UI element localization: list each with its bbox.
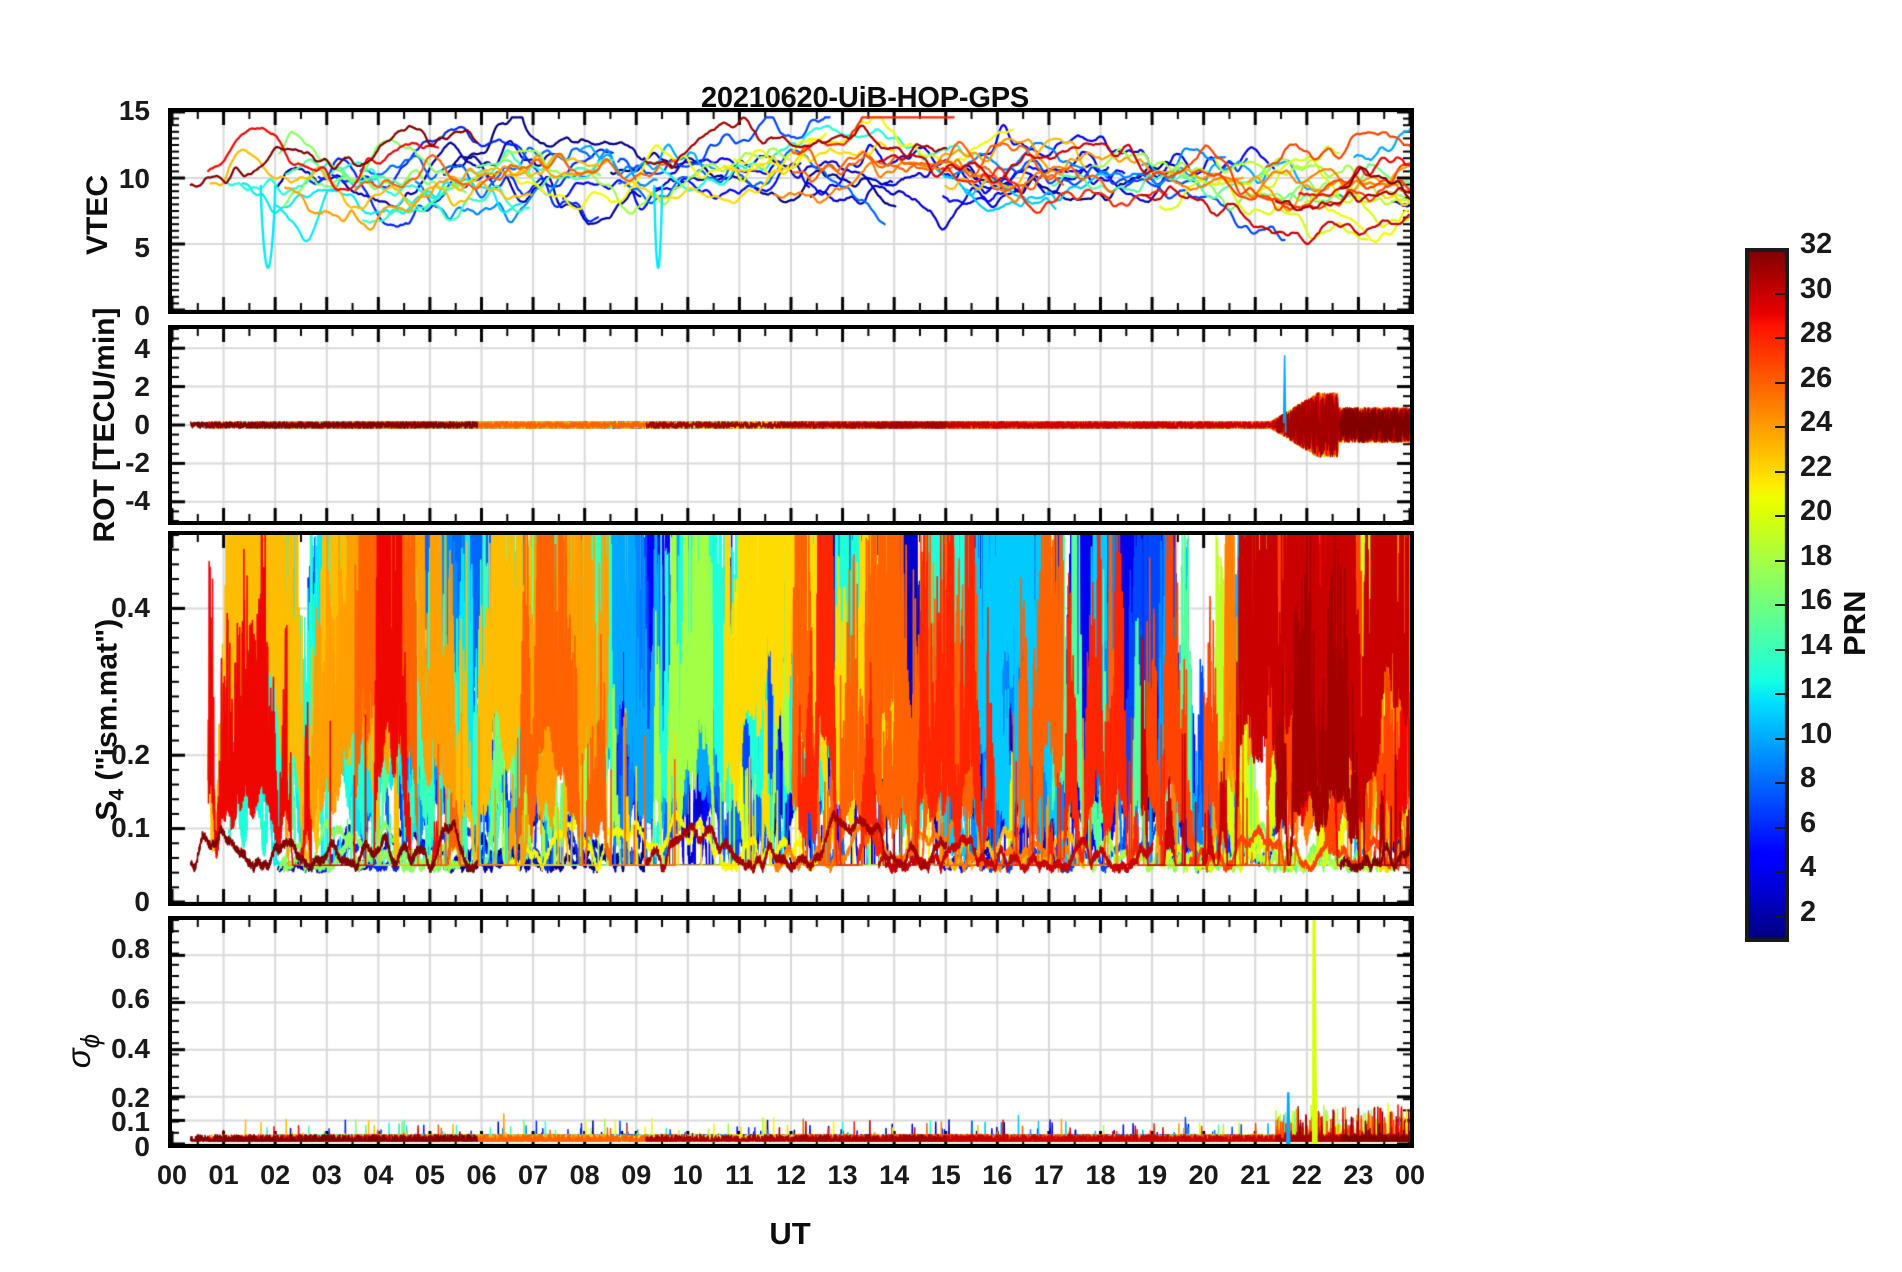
colorbar-tick-28: 28 (1800, 317, 1833, 350)
x-axis-tick-00-24: 00 (1394, 1160, 1426, 1190)
colorbar-tickmark-22 (1775, 471, 1785, 473)
x-axis-tick-13-13: 13 (827, 1160, 858, 1190)
colorbar-tickmark-4 (1775, 871, 1785, 873)
colorbar-tickmark-16 (1775, 604, 1785, 606)
x-axis-tick-19-19: 19 (1137, 1160, 1168, 1190)
x-axis-tick-00-0: 00 (156, 1160, 188, 1190)
x-axis-tick-20-20: 20 (1188, 1160, 1219, 1190)
x-axis-tick-04-4: 04 (363, 1160, 394, 1190)
sigma-ytick-0: 0 (134, 1131, 150, 1162)
colorbar-tick-2: 2 (1800, 895, 1817, 928)
x-axis-tick-07-7: 07 (518, 1160, 549, 1190)
x-axis-tick-03-3: 03 (311, 1160, 342, 1190)
colorbar-tick-6: 6 (1800, 806, 1817, 839)
vtec-ytick-5: 5 (134, 232, 150, 263)
colorbar-tickmark-20 (1775, 515, 1785, 517)
x-axis-tick-12-12: 12 (775, 1160, 807, 1190)
colorbar-tick-12: 12 (1800, 673, 1833, 706)
colorbar-tick-32: 32 (1800, 228, 1833, 260)
s4-ytick-0: 0 (134, 886, 150, 917)
vtec-series-canvas (172, 112, 1410, 310)
sigma-ytick-08: 0.8 (111, 933, 150, 964)
colorbar-tick-4: 4 (1800, 851, 1817, 884)
colorbar-tickmark-24 (1775, 426, 1785, 428)
colorbar-tick-22: 22 (1800, 450, 1833, 483)
colorbar-tickmark-6 (1775, 827, 1785, 829)
rot-ytick-m2: -2 (125, 447, 150, 478)
x-axis-tick-02-2: 02 (260, 1160, 291, 1190)
s4-ytick-04: 0.4 (111, 592, 150, 623)
x-axis-tick-16-16: 16 (982, 1160, 1013, 1190)
colorbar-tickmark-14 (1775, 649, 1785, 651)
rot-ytick-m4: -4 (125, 485, 150, 516)
colorbar-tick-24: 24 (1800, 406, 1833, 439)
colorbar-tick-20: 20 (1800, 495, 1833, 528)
rot-series-canvas (172, 329, 1410, 521)
panel-sigma-phi (168, 916, 1414, 1148)
rot-ytick-4: 4 (134, 333, 150, 364)
x-axis-tick-11-11: 11 (725, 1160, 754, 1190)
panel-vtec (168, 108, 1414, 314)
sigma-phi-series-canvas (172, 920, 1410, 1144)
x-axis-label: UT (769, 1216, 811, 1251)
colorbar-tick-30: 30 (1800, 272, 1833, 305)
colorbar-tick-18: 18 (1800, 539, 1833, 572)
x-axis-tick-10-10: 10 (672, 1160, 703, 1190)
s4-axis-label-subscript: 4 (105, 788, 129, 801)
s4-series-canvas (172, 535, 1410, 902)
x-axis-tick-18-18: 18 (1085, 1160, 1116, 1190)
x-axis-tick-08-8: 08 (569, 1160, 600, 1190)
colorbar-tick-10: 10 (1800, 717, 1833, 750)
colorbar-tickmark-8 (1775, 782, 1785, 784)
panel-rot (168, 325, 1414, 525)
panel-s4 (168, 531, 1414, 906)
sigma-ytick-02: 0.2 (111, 1082, 150, 1113)
colorbar-tickmark-32 (1775, 248, 1785, 250)
colorbar-tickmark-30 (1775, 293, 1785, 295)
x-axis-tick-15-15: 15 (930, 1160, 961, 1190)
vtec-ytick-10: 10 (118, 163, 150, 194)
colorbar-axis-label: PRN (1837, 590, 1872, 656)
colorbar-tickmark-28 (1775, 337, 1785, 339)
sigma-ytick-06: 0.6 (111, 983, 150, 1014)
x-axis-tick-17-17: 17 (1033, 1160, 1064, 1190)
x-axis-tick-05-5: 05 (414, 1160, 445, 1190)
x-axis-tick-23-23: 23 (1343, 1160, 1374, 1190)
x-axis-tick-14-14: 14 (879, 1160, 910, 1190)
colorbar-tickmark-26 (1775, 382, 1785, 384)
x-axis-tick-06-6: 06 (466, 1160, 497, 1190)
colorbar-tickmark-12 (1775, 693, 1785, 695)
colorbar-tick-8: 8 (1800, 762, 1817, 795)
colorbar-tick-14: 14 (1800, 628, 1833, 661)
sigma-ytick-01: 0.1 (111, 1106, 150, 1137)
colorbar-tickmark-2 (1775, 916, 1785, 918)
x-axis-tick-09-9: 09 (621, 1160, 652, 1190)
x-axis-tick-01-1: 01 (208, 1160, 239, 1190)
s4-ytick-01: 0.1 (111, 812, 150, 843)
colorbar (1745, 248, 1789, 942)
colorbar-tickmark-18 (1775, 560, 1785, 562)
colorbar-tick-26: 26 (1800, 361, 1833, 394)
sigma-ytick-04: 0.4 (111, 1033, 150, 1064)
rot-ytick-0: 0 (134, 409, 150, 440)
x-axis-tick-21-21: 21 (1240, 1160, 1271, 1190)
vtec-ytick-0: 0 (134, 300, 150, 331)
colorbar-tick-16: 16 (1800, 584, 1833, 617)
vtec-ytick-15: 15 (118, 95, 150, 126)
x-axis-tick-22-22: 22 (1291, 1160, 1322, 1190)
rot-ytick-2: 2 (134, 371, 150, 402)
colorbar-tickmark-10 (1775, 738, 1785, 740)
s4-ytick-02: 0.2 (111, 739, 150, 770)
